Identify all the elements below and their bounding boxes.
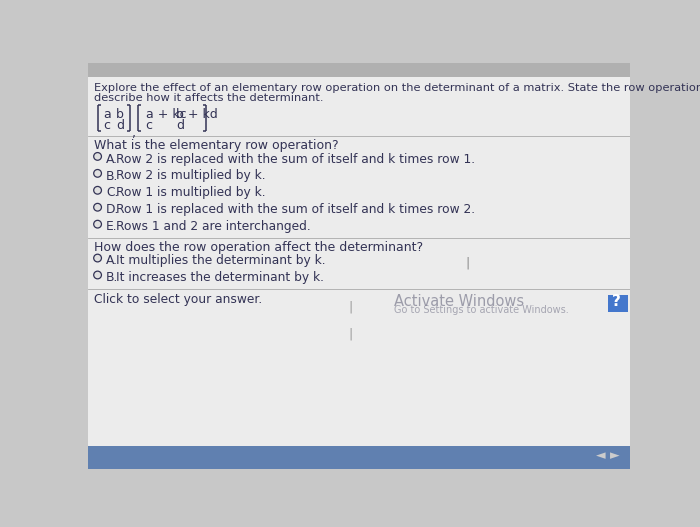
Text: ►: ► [610, 450, 620, 462]
Text: A.: A. [106, 152, 118, 165]
Circle shape [94, 170, 102, 177]
Text: c: c [146, 119, 153, 132]
Bar [88, 63, 630, 77]
Circle shape [94, 271, 102, 279]
Text: How does the row operation affect the determinant?: How does the row operation affect the de… [94, 241, 423, 254]
Text: B.: B. [106, 170, 118, 182]
Text: It increases the determinant by k.: It increases the determinant by k. [116, 271, 324, 284]
Circle shape [94, 152, 102, 160]
Text: c: c [104, 119, 111, 132]
Text: Click to select your answer.: Click to select your answer. [94, 292, 262, 306]
Text: Go to Settings to activate Windows.: Go to Settings to activate Windows. [393, 305, 568, 315]
Text: ?: ? [612, 295, 622, 309]
Text: Row 1 is replaced with the sum of itself and k times row 2.: Row 1 is replaced with the sum of itself… [116, 203, 475, 217]
Text: a: a [104, 108, 111, 121]
Text: C.: C. [106, 187, 118, 199]
Text: Explore the effect of an elementary row operation on the determinant of a matrix: Explore the effect of an elementary row … [94, 83, 700, 93]
Text: It multiplies the determinant by k.: It multiplies the determinant by k. [116, 254, 326, 267]
Text: What is the elementary row operation?: What is the elementary row operation? [94, 140, 338, 152]
Text: Row 2 is multiplied by k.: Row 2 is multiplied by k. [116, 170, 266, 182]
Text: b: b [116, 108, 124, 121]
Text: Rows 1 and 2 are interchanged.: Rows 1 and 2 are interchanged. [116, 220, 311, 233]
Text: describe how it affects the determinant.: describe how it affects the determinant. [94, 93, 323, 103]
Text: d: d [176, 119, 185, 132]
Text: B.: B. [106, 271, 118, 284]
Bar [608, 295, 628, 312]
Text: Row 2 is replaced with the sum of itself and k times row 1.: Row 2 is replaced with the sum of itself… [116, 152, 475, 165]
Circle shape [94, 254, 102, 262]
Text: a + kc: a + kc [146, 108, 186, 121]
Text: E.: E. [106, 220, 118, 233]
Text: b + kd: b + kd [176, 108, 218, 121]
Text: |: | [349, 300, 353, 314]
Text: |: | [465, 257, 470, 269]
Text: Activate Windows: Activate Windows [393, 294, 524, 309]
Bar [88, 446, 630, 469]
Text: ◄: ◄ [596, 450, 605, 462]
Circle shape [94, 220, 102, 228]
Text: |: | [349, 327, 353, 340]
Text: ,: , [132, 127, 136, 140]
Text: A.: A. [106, 254, 118, 267]
Circle shape [94, 203, 102, 211]
Circle shape [94, 187, 102, 194]
Text: Row 1 is multiplied by k.: Row 1 is multiplied by k. [116, 187, 266, 199]
Text: d: d [116, 119, 124, 132]
Text: D.: D. [106, 203, 120, 217]
